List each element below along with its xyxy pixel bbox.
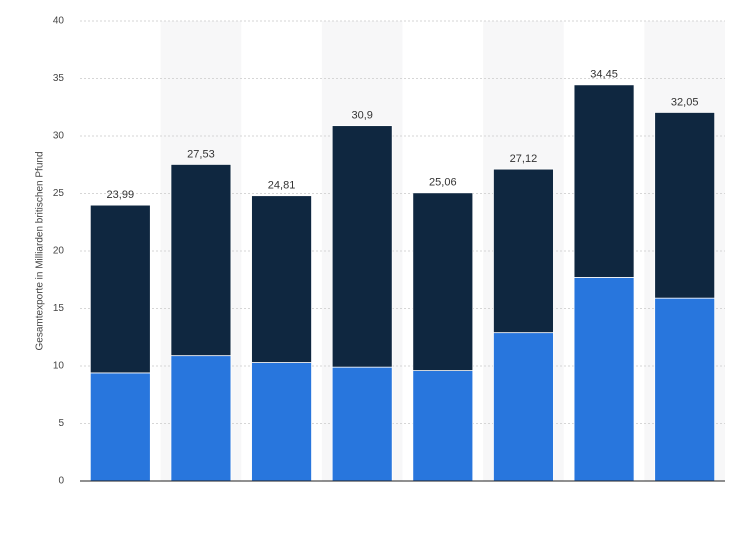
total-label: 30,9: [351, 110, 372, 122]
bar-segment: [331, 366, 393, 482]
bar-segment: [89, 372, 151, 482]
total-label: 27,53: [187, 148, 215, 160]
bar-segment: [251, 362, 312, 482]
bar-segment: [654, 297, 716, 482]
y-tick-label: 15: [53, 303, 65, 314]
y-tick-label: 20: [53, 246, 65, 257]
y-tick-label: 25: [53, 188, 65, 199]
y-tick-label: 10: [53, 361, 65, 372]
y-tick-label: 35: [53, 73, 65, 84]
bar-segment: [412, 370, 474, 482]
total-label: 27,12: [510, 153, 538, 165]
y-tick-label: 30: [53, 131, 65, 142]
bar-segment: [170, 164, 232, 357]
total-label: 23,99: [107, 189, 135, 201]
bar-segment: [493, 332, 554, 482]
bar-segment: [573, 277, 635, 482]
bar-segment: [654, 112, 716, 299]
bar-segment: [412, 192, 474, 371]
bar-segment: [331, 125, 393, 368]
y-tick-label: 0: [58, 476, 64, 487]
y-tick-label: 40: [53, 16, 65, 27]
bar-segment: [170, 355, 232, 482]
bar-segment: [573, 84, 635, 278]
y-axis-label: Gesamtexporte in Milliarden britischen P…: [35, 152, 46, 351]
y-tick-label: 5: [58, 418, 64, 429]
total-label: 34,45: [590, 69, 618, 81]
bar-segment: [251, 195, 312, 363]
total-label: 32,05: [671, 96, 699, 108]
bar-segment: [89, 204, 151, 374]
bar-segment: [493, 168, 554, 334]
total-label: 25,06: [429, 177, 457, 189]
total-label: 24,81: [268, 180, 296, 192]
